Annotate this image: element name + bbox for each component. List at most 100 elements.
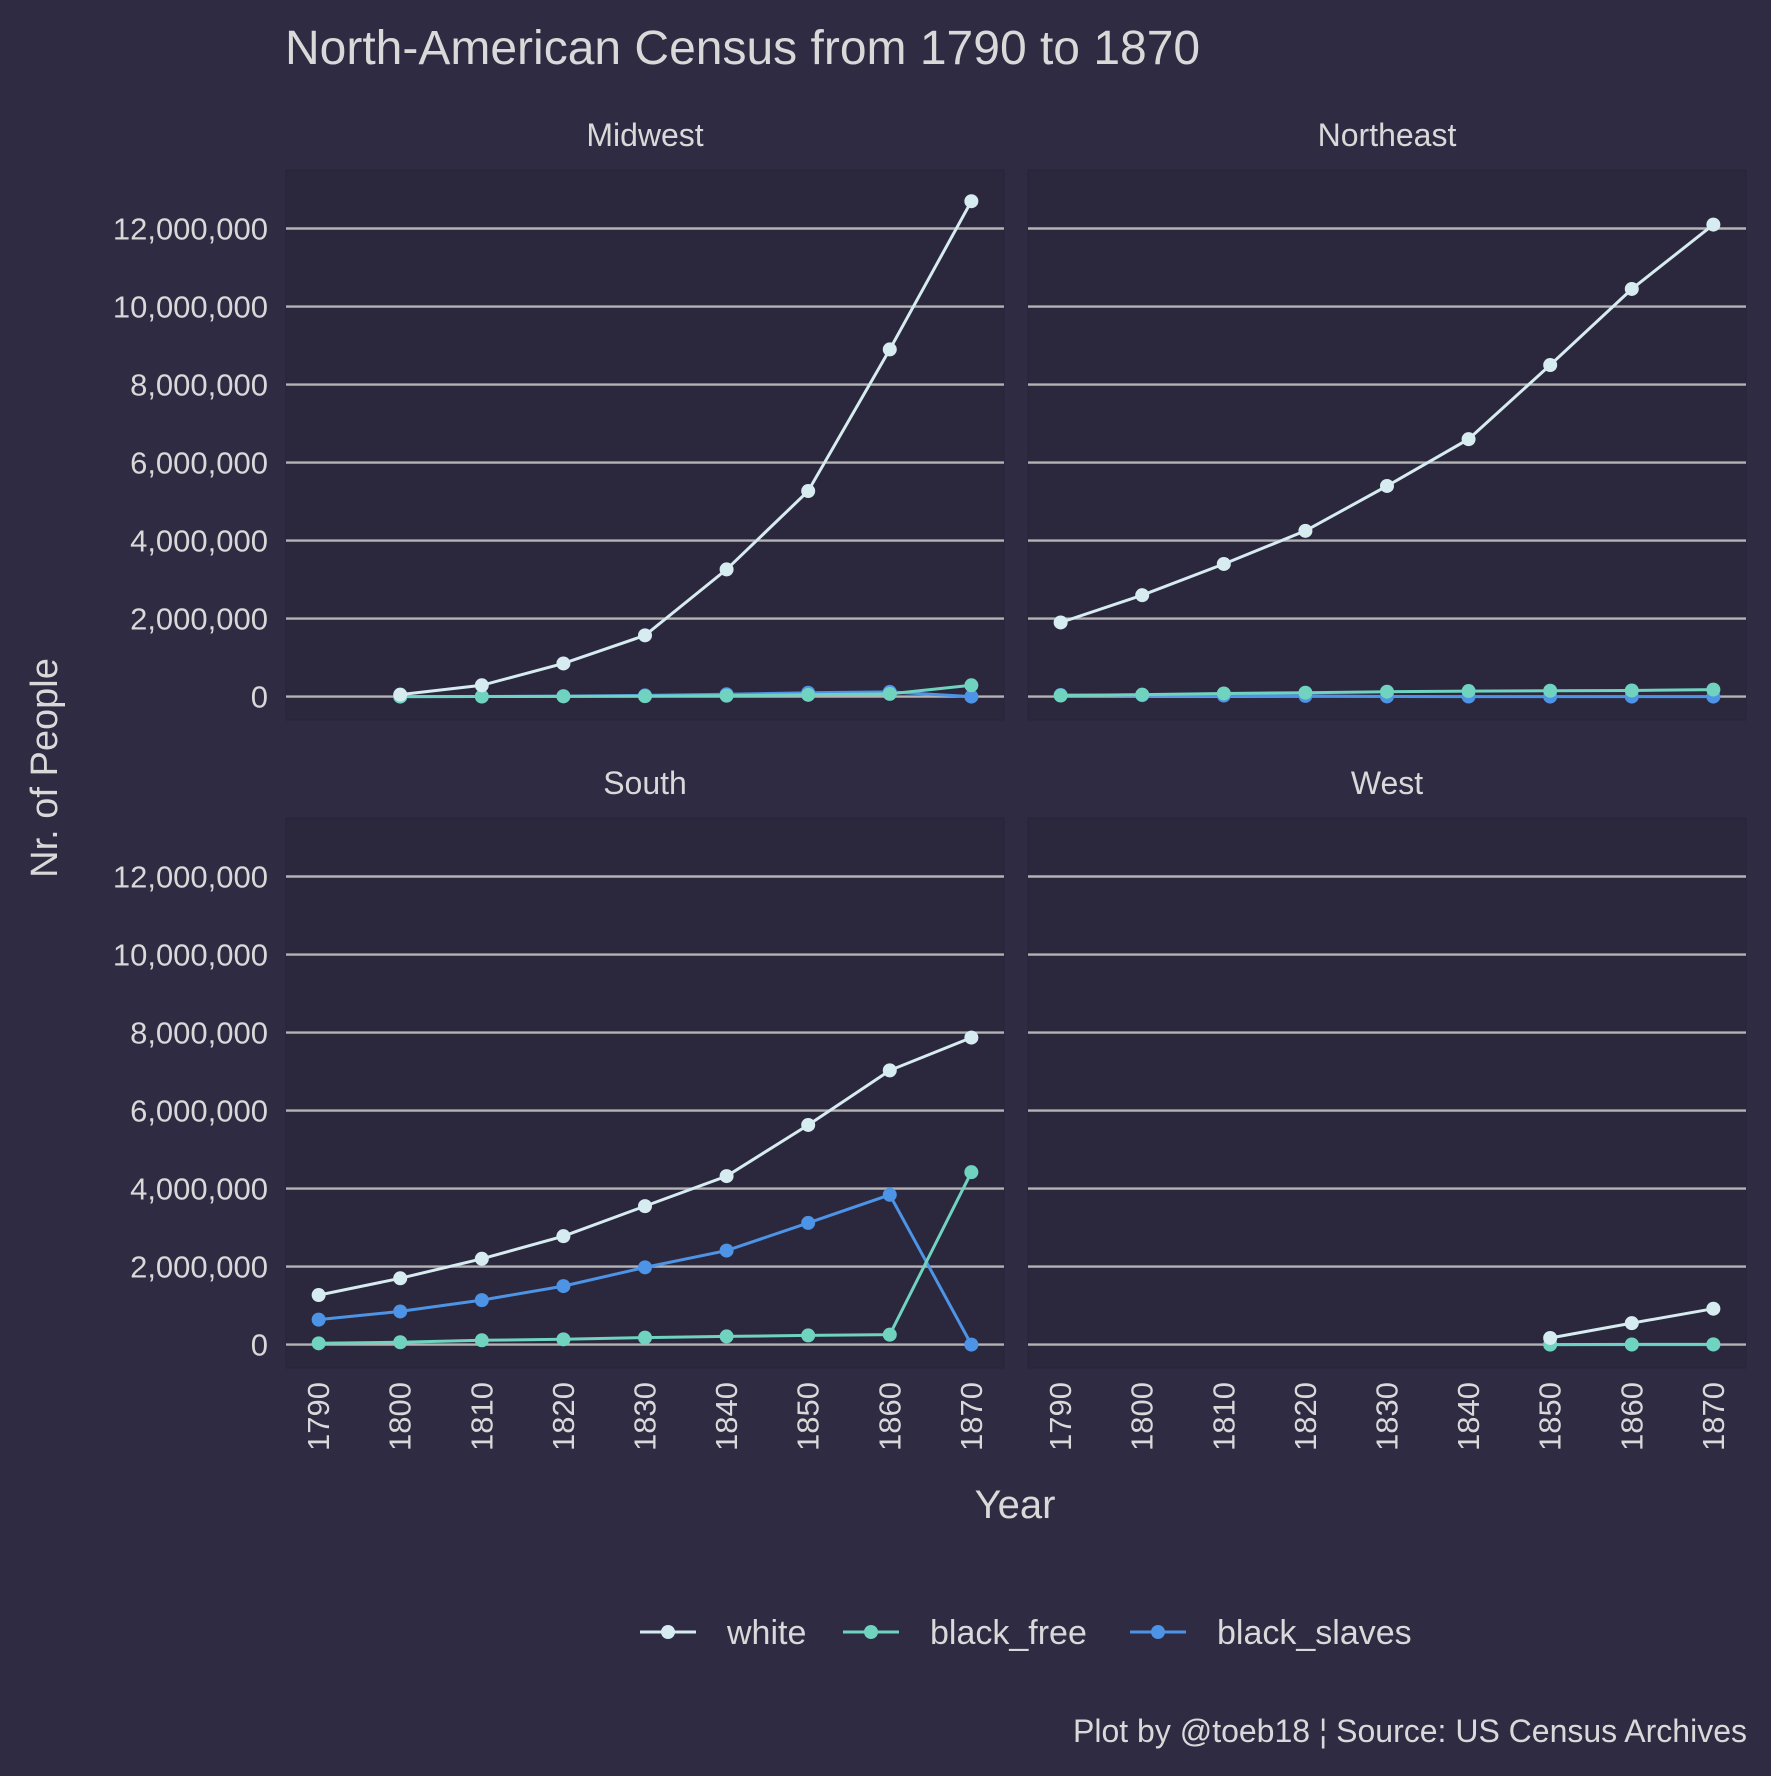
x-tick-label: 1830 (628, 1382, 663, 1451)
x-axis-label: Year (975, 1483, 1056, 1527)
legend-label-white: white (726, 1614, 806, 1652)
data-point-black-free (1462, 684, 1476, 698)
data-point-black-free (883, 687, 897, 701)
data-point-black-free (720, 1329, 734, 1343)
x-tick-label: 1870 (1696, 1382, 1731, 1451)
data-point-black-free (1625, 684, 1639, 698)
data-point-white (638, 628, 652, 642)
x-tick-label: 1810 (1206, 1382, 1241, 1451)
data-point-white (1298, 524, 1312, 538)
y-tick-label: 10,000,000 (113, 938, 268, 973)
data-point-black-free (1543, 684, 1557, 698)
y-tick-label: 8,000,000 (130, 1016, 268, 1051)
y-tick-label: 0 (251, 680, 268, 715)
data-point-black-free (801, 1328, 815, 1342)
data-point-black-free (556, 689, 570, 703)
caption: Plot by @toeb18 ¦ Source: US Census Arch… (1073, 1713, 1747, 1749)
panels-layer: Midwest02,000,0004,000,0006,000,0008,000… (113, 117, 1746, 1451)
y-tick-label: 8,000,000 (130, 368, 268, 403)
legend-item-black-slaves: black_slaves (1130, 1614, 1412, 1652)
data-point-white (1135, 588, 1149, 602)
facet-label-northeast: Northeast (1318, 117, 1457, 153)
y-tick-label: 4,000,000 (130, 1172, 268, 1207)
data-point-white (1625, 282, 1639, 296)
chart-title: North-American Census from 1790 to 1870 (285, 22, 1200, 75)
data-point-black-free (720, 689, 734, 703)
data-point-white (638, 1199, 652, 1213)
y-tick-label: 10,000,000 (113, 290, 268, 325)
data-point-white (801, 1118, 815, 1132)
facet-label-south: South (603, 765, 687, 801)
x-tick-label: 1840 (709, 1382, 744, 1451)
data-point-black-slaves (801, 1216, 815, 1230)
data-point-white (1543, 358, 1557, 372)
y-tick-label: 6,000,000 (130, 1094, 268, 1129)
data-point-black-slaves (883, 1188, 897, 1202)
x-tick-label: 1850 (1533, 1382, 1568, 1451)
x-tick-label: 1830 (1370, 1382, 1405, 1451)
data-point-black-free (1706, 683, 1720, 697)
data-point-white (475, 1252, 489, 1266)
data-point-white (1380, 479, 1394, 493)
x-tick-label: 1840 (1451, 1382, 1486, 1451)
data-point-black-free (801, 688, 815, 702)
data-point-white (1217, 557, 1231, 571)
data-point-black-free (964, 1165, 978, 1179)
data-point-white (1543, 1331, 1557, 1345)
data-point-white (556, 656, 570, 670)
y-tick-label: 6,000,000 (130, 446, 268, 481)
data-point-black-free (475, 1333, 489, 1347)
y-tick-label: 2,000,000 (130, 1250, 268, 1285)
data-point-white (1625, 1316, 1639, 1330)
data-point-black-free (1380, 685, 1394, 699)
legend-label-black-slaves: black_slaves (1217, 1614, 1412, 1652)
panel-background (1028, 170, 1746, 720)
data-point-white (1054, 615, 1068, 629)
x-tick-label: 1810 (464, 1382, 499, 1451)
y-tick-label: 4,000,000 (130, 524, 268, 559)
data-point-black-slaves (393, 1304, 407, 1318)
data-point-black-free (964, 678, 978, 692)
x-tick-label: 1790 (301, 1382, 336, 1451)
data-point-black-slaves (964, 1338, 978, 1352)
x-tick-label: 1860 (1614, 1382, 1649, 1451)
data-point-white (964, 194, 978, 208)
data-point-black-free (638, 689, 652, 703)
panel-midwest: Midwest02,000,0004,000,0006,000,0008,000… (113, 117, 1004, 720)
data-point-black-free (883, 1328, 897, 1342)
x-tick-label: 1820 (1288, 1382, 1323, 1451)
data-point-white (720, 1169, 734, 1183)
data-point-white (393, 688, 407, 702)
panel-northeast: Northeast (1028, 117, 1746, 720)
data-point-black-free (1217, 686, 1231, 700)
data-point-white (720, 562, 734, 576)
data-point-black-free (1135, 688, 1149, 702)
data-point-white (883, 342, 897, 356)
panel-background (1028, 818, 1746, 1368)
x-tick-label: 1850 (791, 1382, 826, 1451)
data-point-black-free (1706, 1337, 1720, 1351)
data-point-black-free (556, 1332, 570, 1346)
legend-key-point (661, 1625, 675, 1639)
data-point-black-slaves (312, 1313, 326, 1327)
data-point-white (1462, 432, 1476, 446)
x-tick-label: 1820 (546, 1382, 581, 1451)
data-point-black-slaves (475, 1293, 489, 1307)
data-point-white (312, 1288, 326, 1302)
data-point-black-free (1625, 1337, 1639, 1351)
data-point-black-free (638, 1331, 652, 1345)
panel-background (286, 818, 1004, 1368)
y-tick-label: 2,000,000 (130, 602, 268, 637)
x-tick-label: 1800 (383, 1382, 418, 1451)
data-point-black-free (1054, 689, 1068, 703)
legend-key-point (1151, 1625, 1165, 1639)
data-point-white (801, 484, 815, 498)
data-point-white (883, 1063, 897, 1077)
y-axis-label: Nr. of People (24, 658, 66, 878)
data-point-black-free (1298, 686, 1312, 700)
data-point-black-slaves (720, 1244, 734, 1258)
y-tick-label: 12,000,000 (113, 212, 268, 247)
